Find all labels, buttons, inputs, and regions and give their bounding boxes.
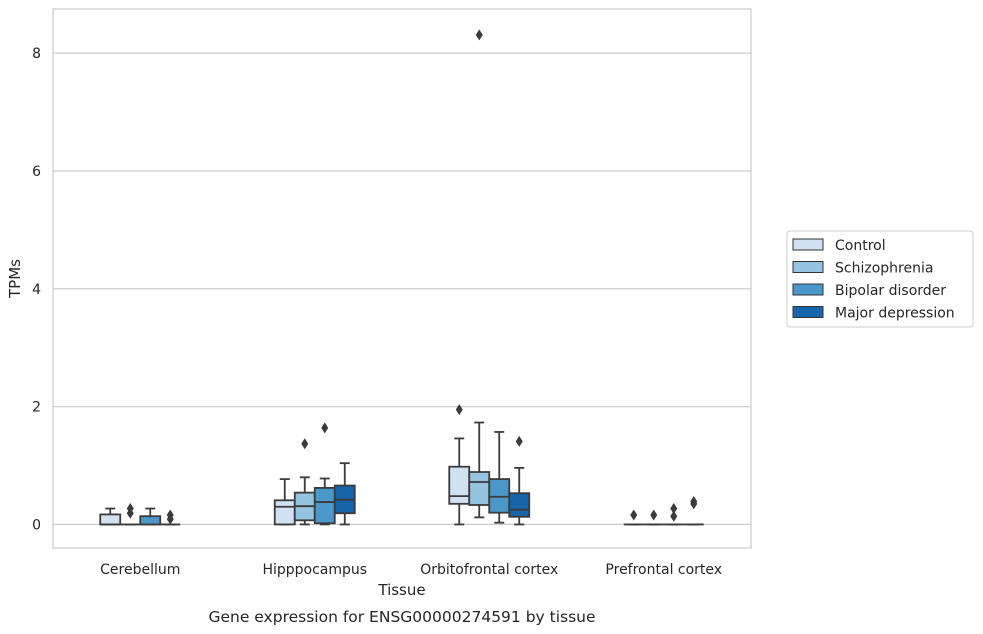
y-axis-label: TPMs <box>6 259 24 299</box>
box-major-depression <box>508 435 531 526</box>
y-tick-label: 6 <box>32 164 41 180</box>
outlier-point <box>690 495 698 507</box>
box-plots <box>99 29 704 526</box>
box-schizophrenia <box>468 29 491 519</box>
outlier-point <box>475 29 483 41</box>
box-bipolar-disorder <box>488 431 511 524</box>
legend-swatch <box>792 238 824 251</box>
x-tick-labels: Cerebellum Hipppocampus Orbitofrontal cort… <box>100 562 722 578</box>
y-tick-label: 8 <box>32 46 41 62</box>
box-bipolar-disorder <box>139 507 162 526</box>
legend-swatch <box>792 283 824 296</box>
box-major-depression <box>333 462 356 526</box>
outlier-point <box>515 435 523 447</box>
legend: Control Schizophrenia Bipolar disorder Majo… <box>786 230 974 328</box>
legend-frame <box>786 230 974 328</box>
box-schizophrenia <box>120 503 141 526</box>
outlier-point <box>301 438 309 450</box>
box-schizophrenia <box>293 438 316 526</box>
outlier-point <box>166 509 174 521</box>
x-tick-label: Prefrontal cortex <box>605 562 722 578</box>
y-tick-label: 2 <box>32 400 41 416</box>
outlier-point <box>630 509 638 521</box>
legend-swatch <box>792 306 824 318</box>
box-bipolar-disorder <box>313 422 336 526</box>
legend-item-bipolar-disorder: Bipolar disorder <box>792 283 946 299</box>
box-major-depression <box>683 495 704 526</box>
legend-label: Major depression <box>835 306 955 322</box>
box-body <box>313 487 336 525</box>
box-body <box>99 513 122 526</box>
box-control <box>273 478 296 526</box>
x-tick-label: Orbitofrontal cortex <box>420 562 558 578</box>
y-tick-label: 4 <box>32 282 41 298</box>
box-control <box>99 507 122 526</box>
x-tick-label: Cerebellum <box>100 562 180 578</box>
box-control <box>623 509 644 526</box>
outlier-point <box>670 510 678 522</box>
legend-label: Control <box>835 238 886 254</box>
chart-caption: Gene expression for ENSG00000274591 by t… <box>208 608 595 626</box>
box-body <box>448 465 471 505</box>
legend-label: Schizophrenia <box>835 261 933 277</box>
legend-item-major-depression: Major depression <box>792 306 955 322</box>
outlier-point <box>321 422 329 434</box>
box-body <box>468 471 491 506</box>
box-schizophrenia <box>643 509 664 526</box>
box-major-depression <box>160 509 181 526</box>
box-bipolar-disorder <box>663 503 684 526</box>
x-tick-label: Hipppocampus <box>262 562 367 578</box>
y-tick-label: 0 <box>32 517 41 533</box>
outlier-point <box>650 509 658 521</box>
legend-item-schizophrenia: Schizophrenia <box>792 261 933 277</box>
grid-lines <box>53 52 751 526</box>
box-body <box>508 492 531 518</box>
box-body <box>273 499 296 526</box>
legend-swatch <box>792 261 824 273</box>
outlier-point <box>455 404 463 416</box>
x-axis-label: Tissue <box>377 581 425 599</box>
legend-item-control: Control <box>792 238 886 254</box>
plot-frame <box>52 8 752 549</box>
box-body <box>139 515 162 526</box>
box-control <box>448 404 471 526</box>
outlier-point <box>670 503 678 515</box>
outlier-point <box>126 503 134 515</box>
legend-label: Bipolar disorder <box>835 283 946 299</box>
y-tick-labels: 0 2 4 6 8 <box>32 46 41 533</box>
